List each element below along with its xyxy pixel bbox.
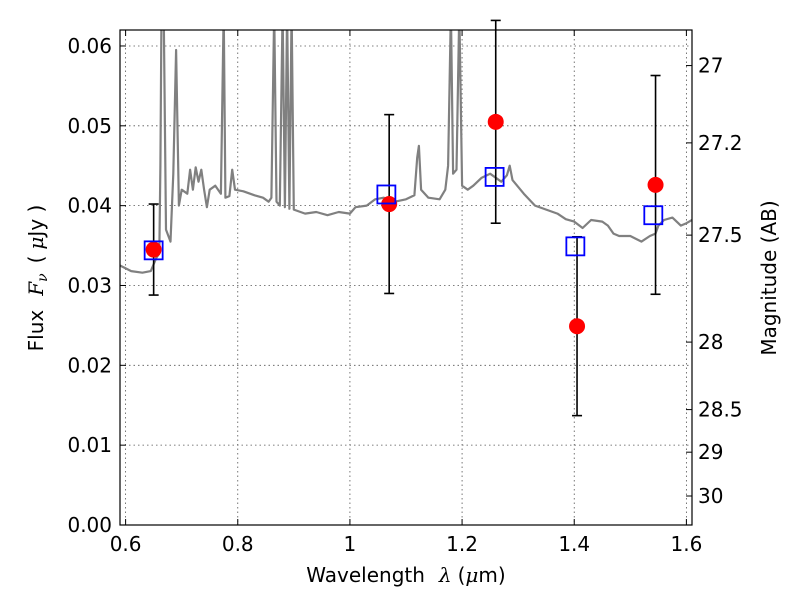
- plot-frame: [119, 29, 693, 526]
- x-tick-label: 1: [344, 532, 357, 556]
- y2-tick-label: 27.5: [698, 223, 743, 247]
- axis-ticks: 0.6 0.8 1 1.2 1.4 1.6 0.00 0.01 0.02 0.03 0.04 0.05…: [67, 30, 743, 556]
- model-photometry-point: [643, 205, 664, 226]
- y2-tick-label: 27: [698, 54, 723, 78]
- x-tick-label: 1.6: [670, 532, 702, 556]
- y-tick-label: 0.00: [67, 513, 112, 537]
- y2-tick-label: 27.2: [698, 131, 743, 155]
- observed-point: [569, 318, 586, 335]
- y-tick-label: 0.02: [67, 353, 112, 377]
- y2-tick-label: 30: [698, 484, 723, 508]
- y-axis-left-title: FluxFν(μJy ): [24, 205, 51, 352]
- grid: [120, 30, 692, 525]
- y-tick-label: 0.03: [67, 273, 112, 297]
- model-photometry-point: [376, 184, 397, 205]
- error-bars: [143, 19, 664, 417]
- x-tick-label: 0.6: [110, 532, 142, 556]
- y2-tick-label: 28.5: [698, 398, 743, 422]
- x-tick-label: 0.8: [222, 532, 254, 556]
- y-tick-label: 0.04: [67, 194, 112, 218]
- model-photometry-point: [484, 167, 505, 187]
- x-axis-title: Wavelength λ (μm): [306, 563, 505, 587]
- y-axis-right-title: Magnitude (AB): [757, 200, 781, 355]
- observed-point: [647, 176, 664, 193]
- observed-point: [145, 241, 162, 258]
- x-tick-label: 1.2: [446, 532, 478, 556]
- plot-area: [120, 30, 692, 274]
- model-spectrum-line: [120, 30, 692, 274]
- y-tick-label: 0.05: [67, 114, 112, 138]
- y-tick-label: 0.01: [67, 433, 112, 457]
- model-photometry-point: [143, 240, 164, 261]
- y-tick-label: 0.06: [67, 34, 112, 58]
- observed-point: [487, 113, 504, 130]
- y2-tick-label: 29: [698, 440, 723, 464]
- y2-tick-label: 28: [698, 330, 723, 354]
- x-tick-label: 1.4: [558, 532, 590, 556]
- model-photometry-point: [565, 236, 586, 257]
